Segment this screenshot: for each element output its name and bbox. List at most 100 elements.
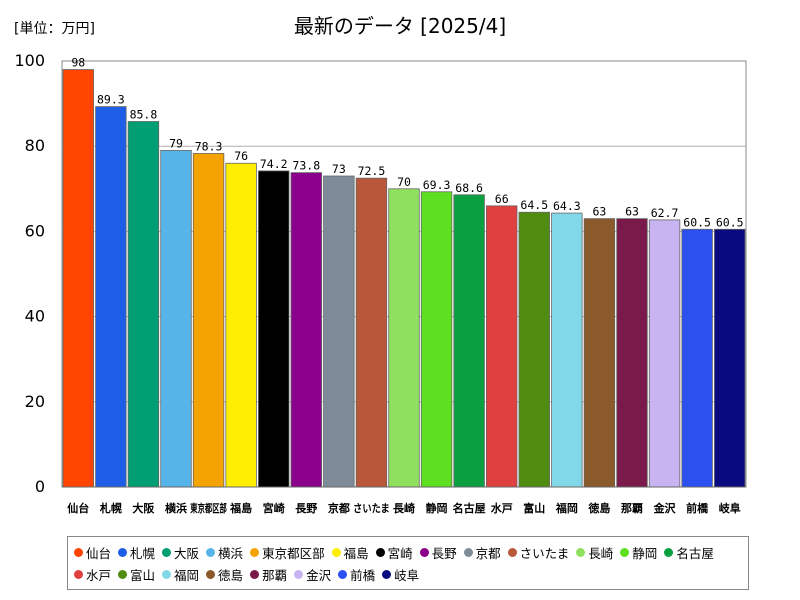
bar <box>192 153 225 488</box>
x-tick-label: 京都 <box>328 501 350 515</box>
bar <box>323 175 355 488</box>
legend-marker-icon <box>419 547 429 557</box>
legend-item: 長崎 <box>576 541 613 563</box>
legend-item: 京都 <box>463 541 501 563</box>
y-tick-label: 100 <box>14 51 45 70</box>
x-tick-label: 静岡 <box>426 501 448 515</box>
data-label: 64.5 <box>520 198 548 212</box>
legend-label: 東京都区部 <box>262 545 325 561</box>
legend-label: 福島 <box>343 545 369 561</box>
y-tick-label: 0 <box>35 477 45 496</box>
bar <box>62 69 94 488</box>
legend-label: 那覇 <box>262 567 288 583</box>
legend-item: 宮崎 <box>375 541 413 563</box>
legend-marker-icon <box>576 547 586 557</box>
legend-marker-icon <box>162 547 172 557</box>
x-tick-label: 富山 <box>523 501 545 515</box>
legend-marker-icon <box>206 547 216 557</box>
legend-item: 長野 <box>419 541 457 563</box>
bar <box>583 218 616 488</box>
x-tick-label: 札幌 <box>99 501 122 515</box>
data-label: 89.3 <box>97 93 125 107</box>
legend-label: 福岡 <box>174 567 200 583</box>
legend-marker-icon <box>294 569 304 579</box>
data-label: 76 <box>234 149 248 163</box>
legend-item: 大阪 <box>162 541 199 563</box>
legend-label: 水戸 <box>86 567 112 583</box>
data-label: 72.5 <box>358 164 386 178</box>
bar <box>453 194 485 488</box>
legend-item: 金沢 <box>294 563 331 585</box>
data-label: 60.5 <box>716 215 744 229</box>
x-tick-label: 福岡 <box>555 501 578 515</box>
legend-marker-icon <box>206 569 216 579</box>
legend-item: 横浜 <box>206 541 243 563</box>
bar <box>648 219 681 488</box>
data-label: 69.3 <box>423 178 451 192</box>
legend-label: 名古屋 <box>676 545 714 561</box>
bar <box>616 218 648 488</box>
data-label: 62.7 <box>651 206 679 220</box>
data-label: 60.5 <box>683 215 711 229</box>
legend-item: 福岡 <box>162 563 199 585</box>
legend-label: 岐阜 <box>394 567 420 583</box>
x-tick-label: 岐阜 <box>719 501 741 515</box>
data-label: 68.6 <box>455 181 483 195</box>
legend-item: 那覇 <box>250 563 287 585</box>
x-tick-label: 宮崎 <box>263 501 285 515</box>
legend-label: 京都 <box>475 545 501 561</box>
legend-marker-icon <box>507 547 517 557</box>
legend-label: さいたま <box>519 545 570 561</box>
x-tick-label: 水戸 <box>491 501 513 515</box>
bar <box>486 205 518 488</box>
x-tick-label: 東京都区部 <box>190 501 227 515</box>
bar <box>518 211 550 488</box>
bar <box>225 162 257 488</box>
y-tick-label: 80 <box>25 136 45 155</box>
bar-chart: 0 20 40 60 80 100 98 仙台 89.3 札幌 85.8 大阪 79 横浜 78.3 東京都区… <box>14 51 747 515</box>
legend-item: 水戸 <box>74 563 111 585</box>
bar <box>420 191 453 488</box>
data-label: 63 <box>592 205 606 219</box>
x-tick-label: 仙台 <box>67 501 89 515</box>
legend-label: 仙台 <box>86 545 112 561</box>
unit-label: [単位：万円] <box>14 21 95 37</box>
legend-label: 静岡 <box>632 545 658 561</box>
legend-marker-icon <box>74 547 83 557</box>
data-label: 73.8 <box>292 159 320 173</box>
legend-label: 徳島 <box>218 567 244 583</box>
legend-item: 富山 <box>118 563 155 585</box>
legend-item: さいたま <box>507 541 570 563</box>
legend-marker-icon <box>375 547 385 557</box>
legend-marker-icon <box>664 547 674 557</box>
data-label: 78.3 <box>195 139 223 153</box>
legend-label: 横浜 <box>218 545 244 561</box>
legend-label: 前橋 <box>350 567 376 583</box>
legend-marker-icon <box>162 569 172 579</box>
data-label: 66 <box>495 192 509 206</box>
legend-label: 長野 <box>431 545 457 561</box>
legend-marker-icon <box>331 547 341 557</box>
legend-item: 東京都区部 <box>250 541 325 563</box>
bar <box>290 172 322 488</box>
legend-marker-icon <box>118 547 128 557</box>
x-tick-label: 横浜 <box>165 501 187 515</box>
x-tick-label: 那覇 <box>621 502 643 515</box>
legend-item: 仙台 <box>74 541 111 563</box>
x-tick-label: さいたま <box>353 502 390 515</box>
legend-label: 金沢 <box>306 567 332 583</box>
chart-legend: 仙台 札幌 大阪 横浜 東京都区部 福島 宮崎 長野 京都 さいたま 長崎 静岡 名古屋水戸 富山 福岡 徳島… <box>67 536 749 590</box>
chart-title: 最新のデータ [2025/4] <box>293 14 507 38</box>
data-label: 79 <box>169 136 183 150</box>
legend-label: 大阪 <box>174 545 200 561</box>
legend-item: 前橋 <box>338 563 375 585</box>
legend-item: 札幌 <box>118 541 155 563</box>
data-label: 74.2 <box>260 157 288 171</box>
legend-label: 富山 <box>130 567 156 583</box>
legend-marker-icon <box>74 569 83 579</box>
legend-item: 福島 <box>331 541 369 563</box>
y-tick-label: 20 <box>25 392 45 411</box>
x-tick-label: 金沢 <box>653 501 677 515</box>
legend-marker-icon <box>338 569 348 579</box>
x-tick-label: 大阪 <box>132 501 155 515</box>
